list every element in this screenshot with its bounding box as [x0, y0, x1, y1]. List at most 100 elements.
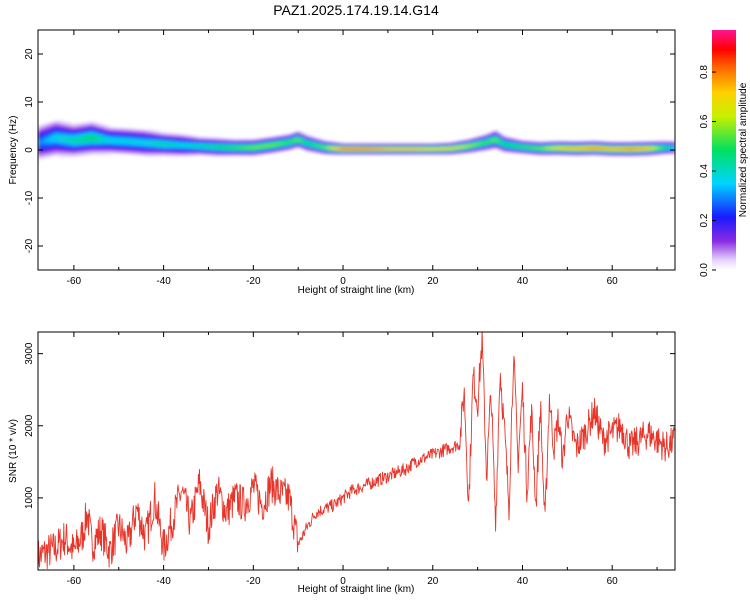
- heatmap-cell: [190, 144, 194, 147]
- heatmap-cell: [493, 138, 496, 141]
- heatmap-cell: [533, 147, 537, 149]
- heatmap-cell: [417, 148, 420, 150]
- heatmap-cell: [49, 137, 52, 142]
- heatmap-cell: [390, 148, 393, 150]
- y-tick-label: 1000: [24, 486, 35, 509]
- heatmap-cell: [670, 146, 674, 149]
- heatmap-cell: [103, 138, 106, 142]
- colorbar-ticks: 0.0 0.2 0.4 0.6 0.8: [699, 65, 716, 277]
- heatmap-cell: [197, 145, 200, 148]
- heatmap-cell: [138, 140, 142, 144]
- colorbar-tick-label: 0.8: [699, 65, 710, 79]
- heatmap-cell: [174, 143, 178, 147]
- colorbar-label: Normalized spectral amplitude: [738, 82, 749, 217]
- heatmap-cell: [441, 148, 445, 150]
- snr-ticks: -60 -40 -20 0 20 40 60 1000 2000 3000: [24, 332, 675, 587]
- heatmap-cell: [71, 138, 75, 142]
- heatmap-cell: [666, 146, 669, 149]
- heatmap-cell: [455, 147, 458, 149]
- heatmap-cell: [544, 147, 548, 150]
- heatmap-cell: [80, 137, 84, 142]
- heatmap-cell: [212, 145, 216, 148]
- heatmap-cell: [605, 148, 609, 150]
- heatmap-cell: [89, 136, 93, 140]
- heatmap-cell: [495, 139, 499, 141]
- heatmap-cell: [643, 147, 647, 150]
- heatmap-cell: [210, 145, 214, 148]
- heatmap-cell: [266, 144, 270, 147]
- heatmap-cell: [542, 147, 546, 150]
- heatmap-cell: [630, 148, 633, 150]
- heatmap-cell: [206, 145, 209, 148]
- heatmap-cell: [627, 148, 631, 150]
- heatmap-cell: [152, 142, 156, 145]
- heatmap-cell: [62, 137, 66, 141]
- heatmap-cell: [53, 136, 57, 141]
- x-tick-label: 60: [607, 576, 619, 587]
- heatmap-cell: [275, 143, 279, 146]
- heatmap-cell: [354, 148, 357, 150]
- x-tick-label: 0: [340, 276, 346, 287]
- heatmap-cell: [219, 146, 223, 149]
- heatmap-cell: [540, 147, 544, 150]
- heatmap-cell: [529, 147, 532, 149]
- heatmap-cell: [484, 141, 487, 144]
- heatmap-cell: [163, 143, 167, 146]
- heatmap-cell: [419, 148, 422, 150]
- heatmap-cell: [284, 142, 288, 144]
- heatmap-cell: [383, 148, 387, 150]
- heatmap-cell: [300, 140, 304, 142]
- heatmap-cell: [374, 148, 378, 150]
- heatmap-cell: [253, 146, 256, 149]
- heatmap-cell: [450, 147, 454, 150]
- heatmap-cell: [156, 142, 160, 146]
- heatmap-cell: [304, 141, 308, 144]
- heatmap-cell: [51, 136, 55, 141]
- heatmap-cell: [91, 136, 95, 140]
- heatmap-cell: [327, 147, 330, 149]
- heatmap-cell: [668, 146, 671, 149]
- heatmap-cell: [515, 145, 519, 147]
- heatmap-cell: [585, 147, 588, 150]
- spectrogram-panel: -60 -40 -20 0 20 40 60 -20 -10 0 10 20 Height of st…: [8, 29, 676, 296]
- heatmap-cell: [307, 142, 310, 145]
- heatmap-cell: [127, 140, 131, 143]
- heatmap-cell: [73, 138, 77, 142]
- heatmap-cell: [562, 147, 566, 149]
- heatmap-cell: [535, 147, 539, 150]
- heatmap-cell: [520, 146, 523, 148]
- heatmap-cell: [58, 136, 61, 141]
- heatmap-cell: [457, 146, 461, 149]
- x-tick-label: 60: [607, 276, 619, 287]
- heatmap-cell: [338, 148, 342, 150]
- heatmap-cell: [524, 146, 528, 149]
- x-tick-label: -60: [67, 576, 82, 587]
- x-tick-label: -60: [67, 276, 82, 287]
- heatmap-cell: [401, 148, 404, 150]
- heatmap-cell: [464, 145, 467, 148]
- heatmap-cell: [531, 147, 535, 149]
- heatmap-cell: [592, 147, 595, 149]
- colorbar: 0.0 0.2 0.4 0.6 0.8 Normalized spectral ampl…: [699, 30, 749, 277]
- heatmap-cell: [302, 140, 306, 143]
- heatmap-cell: [112, 139, 115, 143]
- heatmap-cell: [477, 143, 481, 145]
- heatmap-cell: [132, 140, 135, 144]
- y-tick-label: 2000: [24, 414, 35, 437]
- heatmap-cell: [226, 146, 230, 149]
- heatmap-cell: [94, 136, 97, 141]
- heatmap-cell: [278, 143, 281, 145]
- heatmap-cell: [526, 146, 530, 149]
- heatmap-cell: [38, 140, 41, 145]
- colorbar-tick-label: 0.0: [699, 263, 710, 277]
- heatmap-cell: [46, 138, 50, 143]
- heatmap-cell: [547, 147, 550, 150]
- heatmap-cell: [264, 145, 268, 147]
- heatmap-cell: [260, 145, 263, 148]
- heatmap-cell: [365, 148, 369, 150]
- heatmap-cell: [616, 148, 620, 150]
- heatmap-cell: [221, 146, 225, 149]
- heatmap-cell: [621, 148, 624, 150]
- heatmap-cell: [565, 147, 568, 150]
- heatmap-cell: [459, 146, 463, 148]
